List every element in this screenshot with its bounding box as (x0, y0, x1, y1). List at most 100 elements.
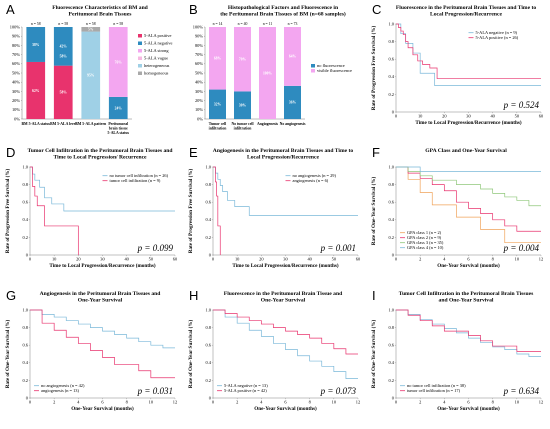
legend-entry: tumor cell infiltration (n = 17) (407, 388, 461, 393)
y-tick-label: 1.0 (206, 164, 212, 169)
x-tick-label: 60 (539, 114, 544, 119)
chart-title: Fluorescence in the Peritumoral Brain Ti… (224, 291, 343, 297)
x-tick-label: 0 (212, 257, 215, 262)
chart-title: GPA Class and One-Year Survival (425, 148, 507, 154)
y-axis-label: Rate of Progression Free Survival (%) (187, 168, 194, 253)
y-axis-label: Rate of Progression Free Survival (%) (4, 168, 11, 253)
bar (284, 27, 301, 86)
x-tick-label: 10 (235, 257, 240, 262)
x-tick-label: BM 5-ALA status (22, 122, 51, 126)
x-tick-label: 12 (539, 400, 543, 405)
legend-entry: tumor cell infiltration (n = 9) (110, 178, 161, 183)
y-tick-label: 0.8 (389, 182, 395, 187)
x-tick-label: 10 (515, 400, 520, 405)
bar (81, 31, 101, 120)
bar (209, 89, 226, 119)
bar-label: 36% (289, 101, 297, 105)
bar-label: 5% (88, 28, 94, 32)
n-label: n = 58 (86, 22, 96, 26)
x-tick-label: 8 (492, 400, 495, 405)
y-tick-label: 60% (12, 61, 20, 66)
y-tick-label: 100% (10, 24, 21, 29)
x-tick-label: Angiogenesis (257, 122, 279, 126)
panel-c: C Fluorescence in the Peritumoral Brain T… (370, 2, 544, 126)
panel-label: A (6, 2, 15, 17)
panel-g: G Angiogenesis in the Peritumoral Brain T… (4, 288, 177, 412)
x-axis-label: Time to Local Progression/Recurrence (mo… (49, 262, 156, 269)
chart-title: Angiogenesis in the Peritumoral Brain Ti… (40, 291, 162, 297)
x-tick-label: 30 (283, 257, 288, 262)
bar (108, 27, 128, 97)
n-label: n = 40 (238, 22, 248, 26)
y-tick-label: 90% (195, 34, 203, 39)
legend-entry: no tumor cell infiltration (n = 26) (110, 173, 169, 178)
bar (234, 91, 251, 119)
series-line (213, 166, 221, 255)
y-axis-label: Rate of One-Year Survival (%) (4, 319, 11, 388)
x-tick-label: 10 (418, 114, 423, 119)
y-tick-label: 0.6 (206, 200, 212, 205)
bar (26, 61, 46, 119)
x-tick-label: 20 (76, 257, 81, 262)
panel-a: A Fluorescence Characteristics of BM andP… (6, 2, 172, 135)
y-tick-label: 0.2 (23, 378, 29, 383)
x-tick-label: 4 (77, 400, 80, 405)
y-tick-label: 0.4 (23, 217, 29, 222)
y-tick-label: 0.4 (206, 217, 212, 222)
y-tick-label: 20% (195, 98, 203, 103)
x-tick-label: 8 (492, 257, 495, 262)
x-tick-label: 5-ALA status (108, 131, 130, 135)
bar-label: 32% (214, 103, 222, 107)
bar-label: 70% (239, 58, 247, 62)
x-tick-label: 4 (443, 257, 446, 262)
x-tick-label: BM 5-ALA level (50, 122, 76, 126)
legend-entry: 5-ALA positive (n = 26) (476, 35, 519, 40)
series-line (30, 309, 175, 379)
x-axis-label: One-Year Survival (months) (254, 405, 317, 412)
y-tick-label: 0 (209, 395, 212, 400)
panel-label: H (189, 288, 198, 303)
x-tick-label: BM 5-ALA pattern (75, 122, 107, 126)
x-tick-label: 50 (332, 257, 337, 262)
y-tick-label: 20% (12, 98, 20, 103)
x-tick-label: 0 (395, 257, 398, 262)
legend-entry: 5-ALA negative (n = 9) (476, 30, 518, 35)
x-axis-label: One-Year Survival (months) (71, 405, 134, 412)
legend-entry: GPA class 1 (n = 2) (407, 230, 442, 235)
legend-entry: 5-ALA negative (144, 41, 172, 46)
bar (108, 96, 128, 119)
y-tick-label: 0.6 (206, 343, 212, 348)
bar-label: 62% (32, 89, 40, 93)
x-tick-label: 0 (29, 400, 32, 405)
n-label: n = 58 (113, 22, 123, 26)
series-line (213, 309, 358, 379)
bar (234, 27, 251, 92)
chart-title: Local Progression/Recurrence (430, 12, 502, 18)
p-value: p = 0.004 (503, 243, 540, 253)
bar-label: 95% (87, 74, 95, 78)
y-tick-label: 0 (26, 395, 29, 400)
chart-title: Fluorescence Characteristics of BM and (52, 5, 148, 11)
panel-f: F GPA Class and One-Year Survival 0 0.2 0.4 0… (370, 145, 543, 269)
y-tick-label: 70% (195, 52, 203, 57)
legend-entry: no fluorescence (317, 63, 345, 68)
x-tick-label: 40 (490, 114, 495, 119)
p-value: p = 0.001 (320, 243, 356, 253)
series-line (396, 166, 541, 172)
bar-label: 24% (115, 106, 123, 110)
chart-title: Tumor Cell Infiltration in the Peritumor… (28, 148, 174, 154)
legend-swatch (311, 69, 315, 73)
legend-entry: visible fluorescence (317, 68, 352, 73)
y-tick-label: 50% (195, 70, 203, 75)
chart-title: Tumor Cell Infiltration in the Peritumor… (399, 291, 534, 297)
legend-entry: GPA class 2 (n = 9) (407, 235, 442, 240)
x-tick-label: 10 (332, 400, 337, 405)
y-tick-label: 80% (195, 43, 203, 48)
y-tick-label: 0.8 (389, 39, 395, 44)
bar-label: 68% (214, 57, 222, 61)
chart-title: Histopathological Factors and Fluorescen… (228, 5, 339, 11)
x-axis-label: One-Year Survival (months) (437, 405, 500, 412)
chart-title: Local Progression/Recurrence (247, 155, 319, 161)
x-tick-label: 60 (173, 257, 178, 262)
x-tick-label: 6 (284, 400, 287, 405)
